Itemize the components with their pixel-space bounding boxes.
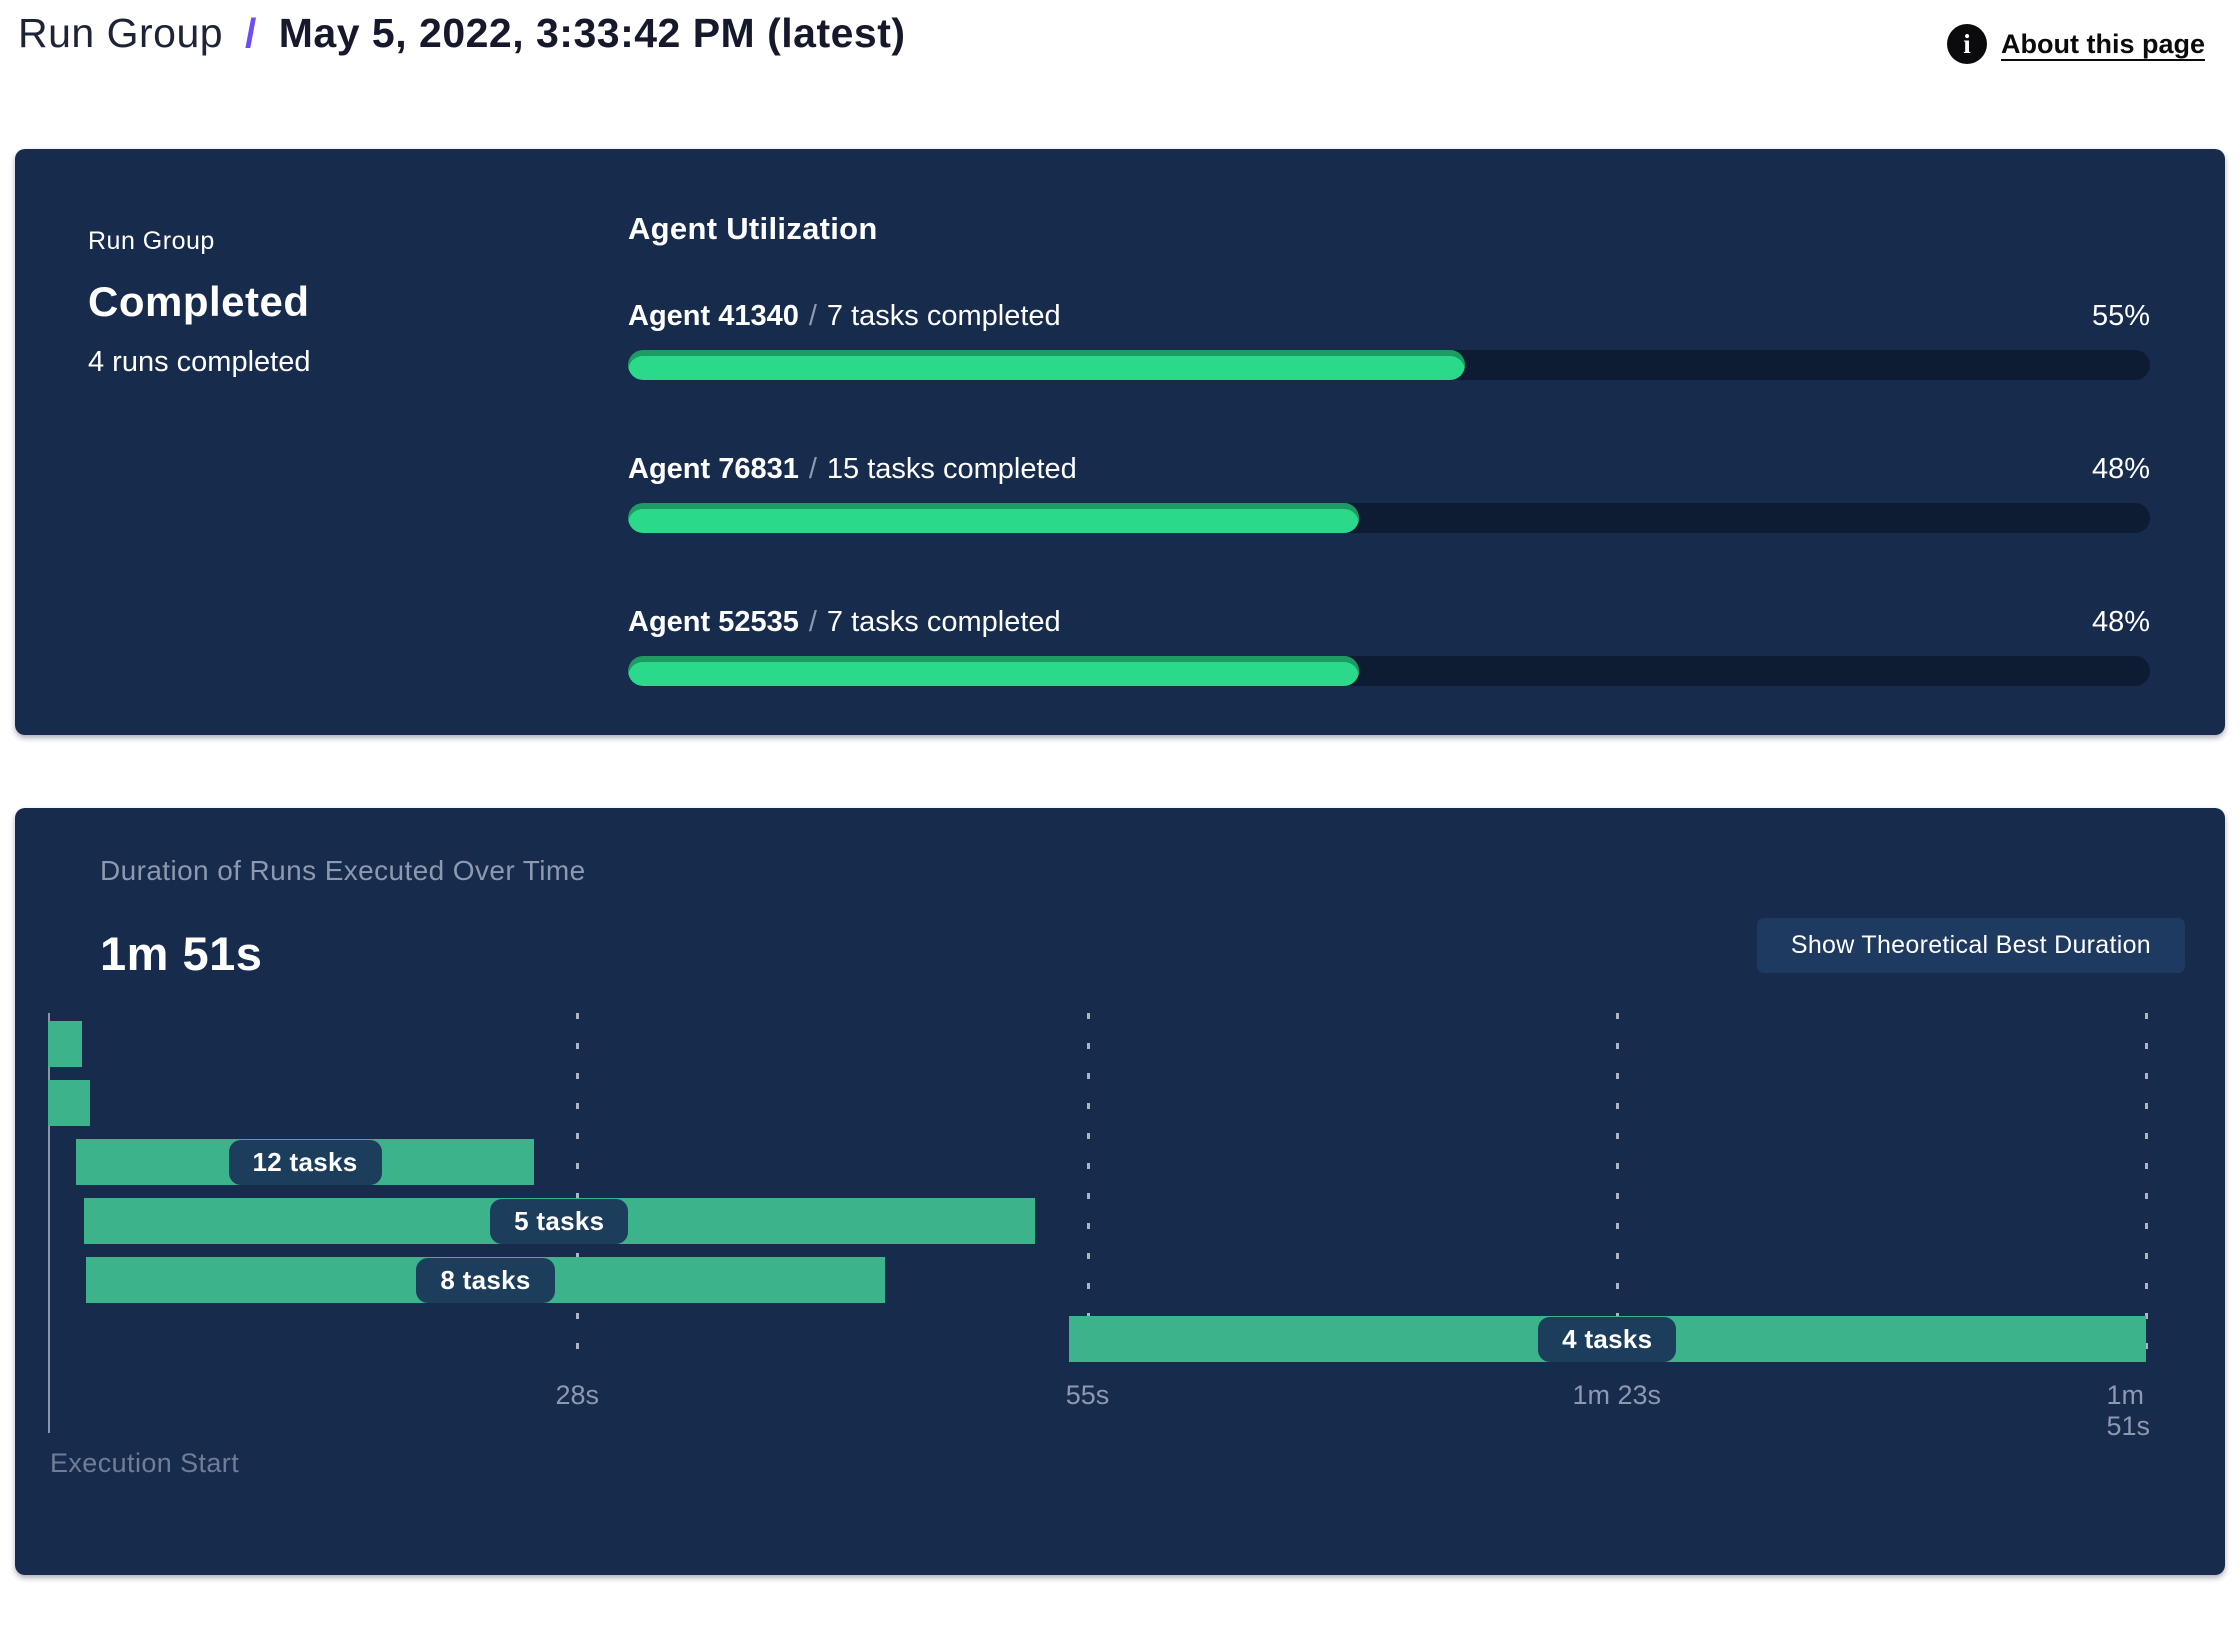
agent-progress-fill bbox=[628, 503, 1359, 533]
breadcrumb-separator: / bbox=[244, 10, 257, 56]
agent-utilization-percent: 55% bbox=[2091, 300, 2150, 332]
run-group-label: Run Group bbox=[88, 227, 215, 255]
task-count-pill: 8 tasks bbox=[416, 1257, 555, 1303]
agent-separator: / bbox=[808, 300, 817, 332]
agent-row: Agent 41340 / 7 tasks completed 55% bbox=[628, 300, 2150, 380]
about-link[interactable]: About this page bbox=[2001, 28, 2205, 59]
agent-tasks-completed: 7 tasks completed bbox=[826, 606, 1061, 638]
task-count-pill: 12 tasks bbox=[228, 1139, 382, 1185]
duration-panel: Duration of Runs Executed Over Time 1m 5… bbox=[15, 808, 2225, 1575]
agent-progress-track bbox=[628, 503, 2150, 533]
agent-separator: / bbox=[808, 606, 817, 638]
agent-row: Agent 52535 / 7 tasks completed 48% bbox=[628, 606, 2150, 686]
run-bar[interactable]: 4 tasks bbox=[1068, 1316, 2146, 1362]
gridline-55s bbox=[1086, 1013, 1090, 1373]
x-tick-label: 1m 23s bbox=[1572, 1380, 1662, 1410]
run-bar[interactable]: 5 tasks bbox=[83, 1198, 1035, 1244]
total-duration-value: 1m 51s bbox=[100, 927, 263, 980]
breadcrumb: Run Group / May 5, 2022, 3:33:42 PM (lat… bbox=[18, 10, 2215, 57]
agent-tasks-completed: 15 tasks completed bbox=[826, 453, 1077, 485]
agent-separator: / bbox=[808, 453, 817, 485]
page-title: May 5, 2022, 3:33:42 PM (latest) bbox=[278, 10, 906, 56]
agent-utilization-percent: 48% bbox=[2091, 453, 2150, 485]
agent-utilization-title: Agent Utilization bbox=[628, 211, 878, 246]
duration-gantt-chart: Execution Start 28s 55s 1m 23s 1m 51s 12 tas… bbox=[15, 808, 2225, 1575]
agent-progress-fill bbox=[628, 656, 1359, 686]
execution-start-label: Execution Start bbox=[50, 1448, 240, 1478]
agent-progress-fill bbox=[628, 350, 1466, 380]
gridline-1m51s bbox=[2145, 1013, 2148, 1373]
y-axis-line bbox=[48, 1013, 50, 1433]
agent-name: Agent 76831 bbox=[628, 453, 799, 485]
gridline-1m23s bbox=[1615, 1013, 1619, 1373]
agent-utilization-percent: 48% bbox=[2091, 606, 2150, 638]
x-tick-label: 55s bbox=[1065, 1380, 1110, 1410]
about-this-page[interactable]: i About this page bbox=[1947, 24, 2205, 64]
x-tick-label: 1m 51s bbox=[2106, 1380, 2151, 1441]
run-group-status-panel: Run Group Completed 4 runs completed Age… bbox=[15, 149, 2225, 735]
task-count-pill: 5 tasks bbox=[490, 1198, 629, 1244]
agent-utilization-section: Agent Utilization Agent 41340 / 7 tasks … bbox=[628, 211, 2150, 686]
task-count-pill: 4 tasks bbox=[1538, 1316, 1677, 1362]
run-group-summary: Run Group Completed 4 runs completed bbox=[88, 227, 310, 379]
info-icon: i bbox=[1947, 24, 1987, 64]
gridline-28s bbox=[576, 1013, 580, 1373]
show-theoretical-best-duration-button[interactable]: Show Theoretical Best Duration bbox=[1756, 918, 2185, 973]
duration-chart-title: Duration of Runs Executed Over Time bbox=[100, 855, 586, 886]
x-tick-label: 28s bbox=[555, 1380, 599, 1410]
agent-name: Agent 52535 bbox=[628, 606, 799, 638]
agent-tasks-completed: 7 tasks completed bbox=[826, 300, 1061, 332]
status-badge: Completed bbox=[88, 278, 310, 325]
breadcrumb-run-group[interactable]: Run Group bbox=[18, 10, 224, 56]
agent-progress-track bbox=[628, 656, 2150, 686]
run-bar[interactable] bbox=[48, 1080, 90, 1126]
agent-name: Agent 41340 bbox=[628, 300, 799, 332]
page-header: Run Group / May 5, 2022, 3:33:42 PM (lat… bbox=[18, 10, 2215, 80]
agent-progress-track bbox=[628, 350, 2150, 380]
agent-row: Agent 76831 / 15 tasks completed 48% bbox=[628, 453, 2150, 533]
run-bar[interactable]: 12 tasks bbox=[76, 1139, 534, 1185]
runs-completed-count: 4 runs completed bbox=[88, 346, 311, 378]
run-bar[interactable]: 8 tasks bbox=[85, 1257, 886, 1303]
run-bar[interactable] bbox=[48, 1021, 83, 1067]
